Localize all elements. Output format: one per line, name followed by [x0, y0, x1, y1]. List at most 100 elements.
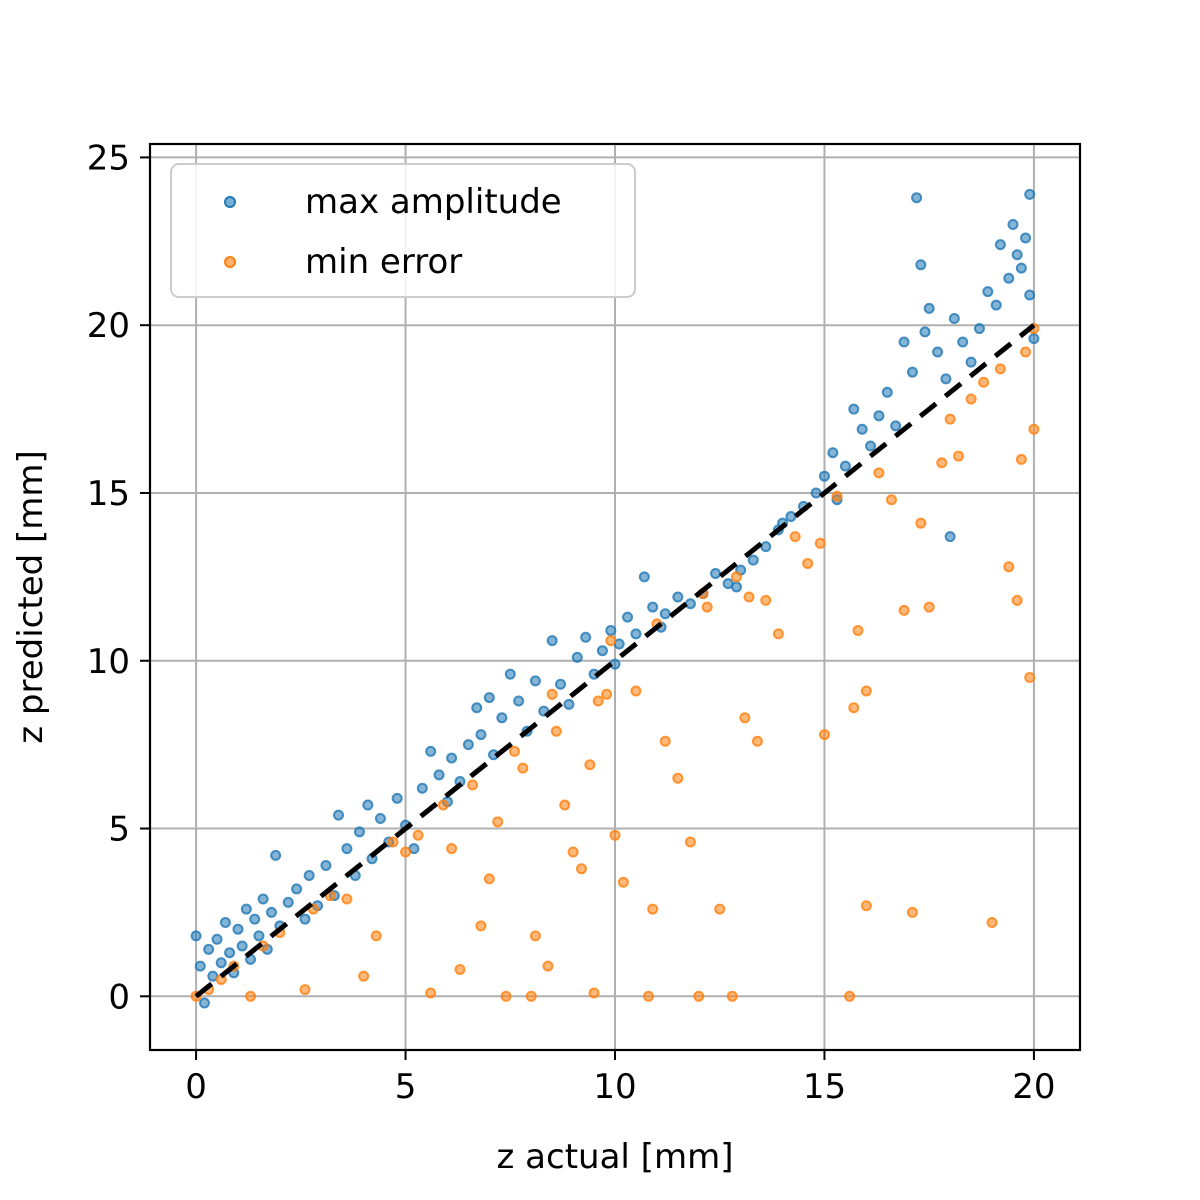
data-point — [483, 873, 495, 885]
data-point — [906, 906, 918, 918]
data-point — [710, 568, 722, 580]
data-point — [915, 259, 927, 271]
data-point — [973, 323, 985, 335]
data-point — [760, 541, 772, 553]
data-point — [425, 745, 437, 757]
data-point — [622, 611, 634, 623]
data-point — [990, 299, 1002, 311]
data-point — [555, 678, 567, 690]
data-point — [852, 625, 864, 637]
data-point — [1024, 289, 1036, 301]
data-point — [994, 363, 1006, 375]
data-point — [467, 779, 479, 791]
data-point — [630, 685, 642, 697]
data-point — [211, 933, 223, 945]
data-point — [341, 843, 353, 855]
data-point — [684, 598, 696, 610]
data-point — [303, 870, 315, 882]
data-point — [387, 836, 399, 848]
data-point — [567, 846, 579, 858]
data-point — [986, 916, 998, 928]
data-point — [873, 410, 885, 422]
data-point — [831, 490, 843, 502]
data-point — [265, 906, 277, 918]
data-point — [643, 990, 655, 1002]
data-point — [1015, 262, 1027, 274]
data-point — [1020, 346, 1032, 358]
data-point — [320, 859, 332, 871]
data-point — [923, 601, 935, 613]
data-point — [898, 604, 910, 616]
data-point — [785, 510, 797, 522]
data-point — [814, 537, 826, 549]
y-axis-label: z predicted [mm] — [11, 450, 51, 744]
reference-line-layer — [194, 323, 1036, 999]
data-point — [848, 403, 860, 415]
data-point — [596, 645, 608, 657]
legend-label-min-error: min error — [305, 242, 462, 282]
y-tick-label: 15 — [87, 474, 130, 514]
data-point — [944, 413, 956, 425]
data-point — [333, 809, 345, 821]
data-point — [730, 581, 742, 593]
data-point — [508, 745, 520, 757]
data-point — [693, 990, 705, 1002]
data-point — [529, 930, 541, 942]
data-point — [827, 447, 839, 459]
x-tick-label: 5 — [395, 1067, 417, 1107]
x-tick-label: 15 — [803, 1067, 846, 1107]
data-point — [818, 470, 830, 482]
data-point — [341, 893, 353, 905]
data-point — [936, 457, 948, 469]
data-point — [1028, 423, 1040, 435]
data-point — [299, 984, 311, 996]
data-point — [1007, 219, 1019, 231]
data-point — [571, 651, 583, 663]
y-tick-label: 20 — [87, 306, 130, 346]
data-point — [437, 799, 449, 811]
data-point — [471, 702, 483, 714]
data-point — [542, 960, 554, 972]
data-point — [873, 467, 885, 479]
data-point — [245, 990, 257, 1002]
data-point — [563, 698, 575, 710]
data-point — [546, 635, 558, 647]
data-point — [659, 608, 671, 620]
data-point — [965, 393, 977, 405]
data-point — [416, 782, 428, 794]
data-point — [609, 829, 621, 841]
data-point — [739, 712, 751, 724]
data-point — [647, 601, 659, 613]
data-point — [940, 373, 952, 385]
data-point — [1024, 672, 1036, 684]
data-point — [232, 923, 244, 935]
data-point — [483, 692, 495, 704]
data-point — [584, 759, 596, 771]
data-point — [1011, 249, 1023, 261]
data-point — [257, 893, 269, 905]
reference-line — [194, 323, 1036, 999]
data-point — [529, 675, 541, 687]
data-point — [747, 554, 759, 566]
data-point — [923, 302, 935, 314]
legend-marker-min-error — [224, 256, 236, 268]
data-point — [965, 356, 977, 368]
axis-ticks: 0 5 10 15 20 0 5 10 15 20 25 — [87, 138, 1056, 1107]
legend: max amplitude min error — [170, 163, 636, 298]
x-axis-label: z actual [mm] — [497, 1137, 734, 1177]
data-point — [919, 326, 931, 338]
x-tick-label: 0 — [185, 1067, 207, 1107]
data-point — [358, 970, 370, 982]
data-point — [198, 997, 210, 1009]
data-point — [496, 712, 508, 724]
data-point — [291, 883, 303, 895]
data-point — [860, 900, 872, 912]
series-min-error — [190, 323, 1040, 1002]
data-point — [915, 517, 927, 529]
data-point — [1011, 594, 1023, 606]
data-point — [605, 635, 617, 647]
data-point — [898, 336, 910, 348]
data-point — [609, 658, 621, 670]
data-point — [1028, 333, 1040, 345]
data-point — [957, 336, 969, 348]
